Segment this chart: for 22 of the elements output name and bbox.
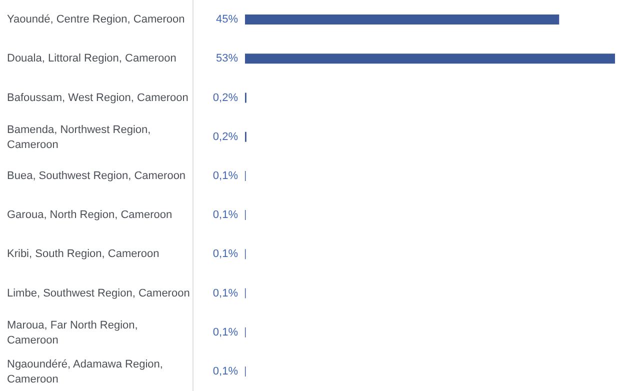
data-label: 0,2% [212,130,238,143]
bar [245,54,615,64]
y-tick-label: Douala, Littoral Region, Cameroon [7,52,176,65]
data-label: 53% [216,52,238,65]
data-label: 0,2% [212,92,238,104]
data-label: 0,1% [212,170,238,182]
y-tick-label: Yaoundé, Centre Region, Cameroon [7,14,185,26]
data-label: 0,1% [212,365,238,378]
y-tick-label: Maroua, Far North Region, Cameroon [7,319,138,346]
y-tick-label: Garoua, North Region, Cameroon [7,209,172,222]
data-label: 0,1% [212,287,238,300]
data-label: 45% [216,14,238,26]
bar [245,14,560,25]
y-tick-label: Bamenda, Northwest Region, Cameroon [7,124,151,151]
y-tick-label: Limbe, Southwest Region, Cameroon [7,287,190,300]
y-tick-label: Buea, Southwest Region, Cameroon [7,170,186,182]
y-tick-label: Kribi, South Region, Cameroon [7,248,160,260]
data-label: 0,1% [212,326,238,338]
data-label: 0,1% [212,248,238,260]
y-tick-label: Bafoussam, West Region, Cameroon [7,92,188,104]
data-label: 0,1% [212,209,238,222]
y-tick-label: Ngaoundéré, Adamawa Region, Cameroon [7,358,163,386]
